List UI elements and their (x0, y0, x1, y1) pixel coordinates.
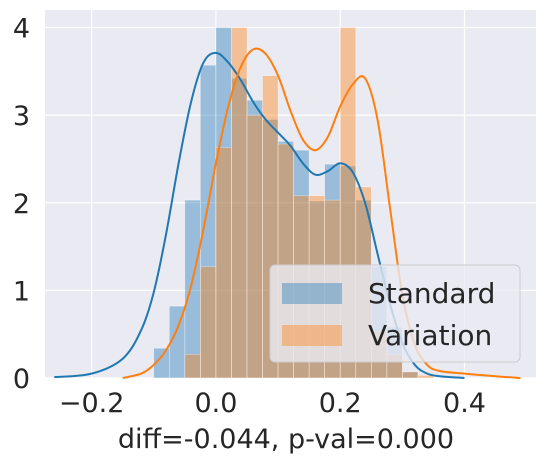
bar-variation-0 (185, 354, 201, 378)
x-tick-label-3: 0.4 (443, 388, 486, 419)
y-tick-label-0: 0 (13, 364, 30, 395)
legend-swatch-variation (282, 325, 342, 346)
y-tick-label-3: 3 (13, 101, 30, 132)
bar-standard-2 (185, 200, 201, 378)
y-tick-label-2: 2 (13, 189, 30, 220)
legend-swatch-standard (282, 283, 342, 304)
x-tick-label-1: 0.0 (194, 388, 237, 419)
bar-variation-4 (247, 115, 263, 378)
legend-label-variation: Variation (368, 319, 492, 352)
legend-label-standard: Standard (368, 277, 495, 310)
legend: Standard Variation (270, 265, 520, 362)
y-tick-label-4: 4 (13, 14, 30, 45)
y-tick-label-1: 1 (13, 276, 30, 307)
x-tick-label-0: −0.2 (59, 388, 125, 419)
x-axis-label: diff=-0.044, p-val=0.000 (118, 424, 454, 455)
bar-variation-14 (402, 372, 418, 378)
bar-variation-3 (231, 28, 247, 378)
x-tick-label-2: 0.2 (319, 388, 362, 419)
bar-variation-2 (216, 148, 232, 378)
bar-variation-1 (200, 267, 216, 378)
